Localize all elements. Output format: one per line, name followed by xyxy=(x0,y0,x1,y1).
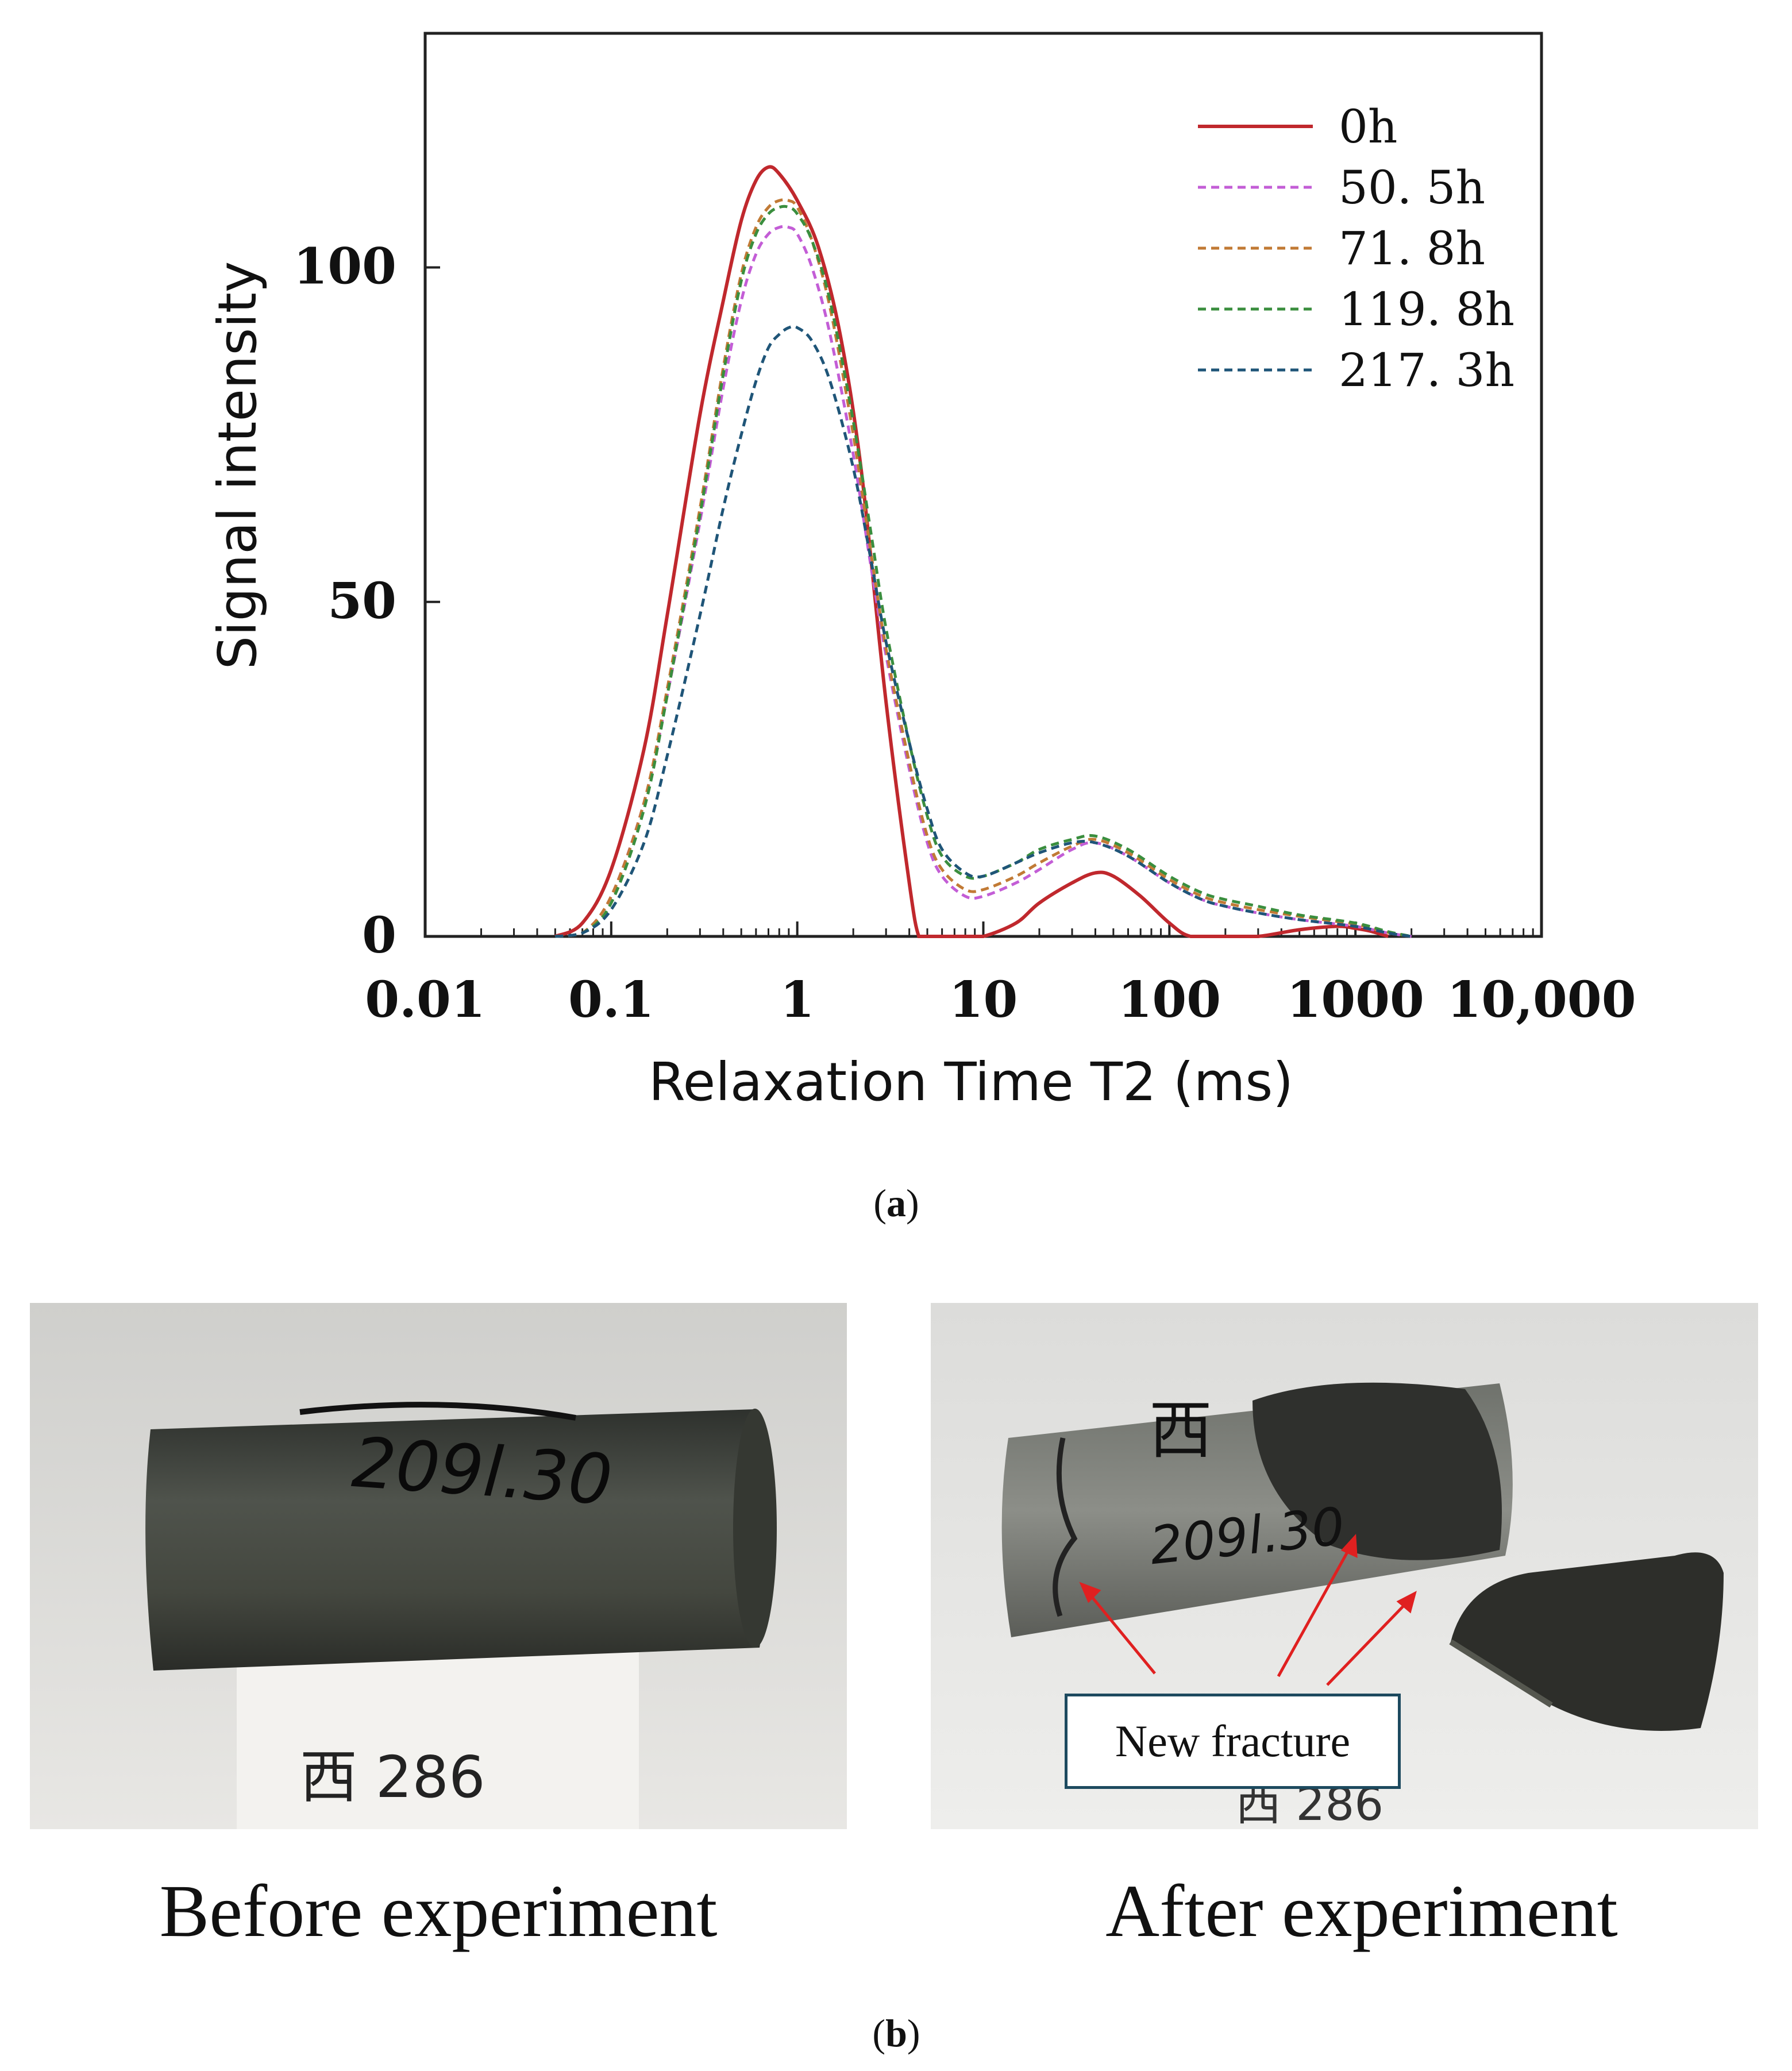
annotation-arrows xyxy=(1079,1533,1417,1686)
x-tick-label: 0.01 xyxy=(365,971,485,1029)
y-axis-ticks: 0 50 100 xyxy=(293,238,440,965)
t2-relaxation-chart: 0.01 0.1 1 10 100 1000 10,000 0 50 100 0h 50. 5h 7… xyxy=(207,32,1636,1113)
series-line-0 xyxy=(554,165,1389,939)
svg-text:西: 西 xyxy=(1149,1394,1212,1467)
x-tick-label: 10 xyxy=(949,971,1018,1029)
legend-label-3: 119. 8h xyxy=(1339,283,1514,336)
legend-label-2: 71. 8h xyxy=(1339,222,1485,275)
x-tick-label: 1 xyxy=(780,971,815,1029)
caption-a: (a) xyxy=(873,1181,919,1225)
label-before-experiment: Before experiment xyxy=(159,1870,718,1953)
x-axis-ticks: 0.01 0.1 1 10 100 1000 10,000 xyxy=(365,921,1636,1029)
series-lines xyxy=(554,165,1412,939)
y-axis-label: Signal intensity xyxy=(207,261,268,670)
legend: 0h 50. 5h 71. 8h 119. 8h 217. 3h xyxy=(1198,100,1514,397)
x-tick-label: 100 xyxy=(1118,971,1221,1029)
y-tick-label: 100 xyxy=(293,238,396,296)
core-sample-before-image: 209l.30 西 286 xyxy=(30,1303,847,1829)
annotation-new-fracture: New fracture xyxy=(1065,1694,1401,1789)
series-line-3 xyxy=(554,205,1412,938)
legend-label-4: 217. 3h xyxy=(1339,344,1514,397)
svg-text:西 286: 西 286 xyxy=(300,1744,485,1811)
y-tick-label: 0 xyxy=(362,907,396,965)
legend-label-1: 50. 5h xyxy=(1339,161,1485,214)
caption-b: (b) xyxy=(872,2011,920,2055)
svg-text:209l.30: 209l.30 xyxy=(349,1423,615,1521)
caption-b-letter: b xyxy=(885,2011,907,2055)
caption-a-letter: a xyxy=(887,1181,906,1225)
y-tick-label: 50 xyxy=(327,572,396,630)
x-tick-label: 10,000 xyxy=(1447,971,1636,1029)
series-line-1 xyxy=(554,225,1412,938)
series-line-4 xyxy=(554,325,1412,938)
x-tick-label: 0.1 xyxy=(568,971,654,1029)
photo-before-experiment: 209l.30 西 286 xyxy=(30,1303,847,1829)
legend-label-0: 0h xyxy=(1339,100,1397,153)
x-tick-label: 1000 xyxy=(1286,971,1424,1029)
x-axis-label: Relaxation Time T2 (ms) xyxy=(649,1051,1293,1113)
label-after-experiment: After experiment xyxy=(1105,1870,1618,1953)
